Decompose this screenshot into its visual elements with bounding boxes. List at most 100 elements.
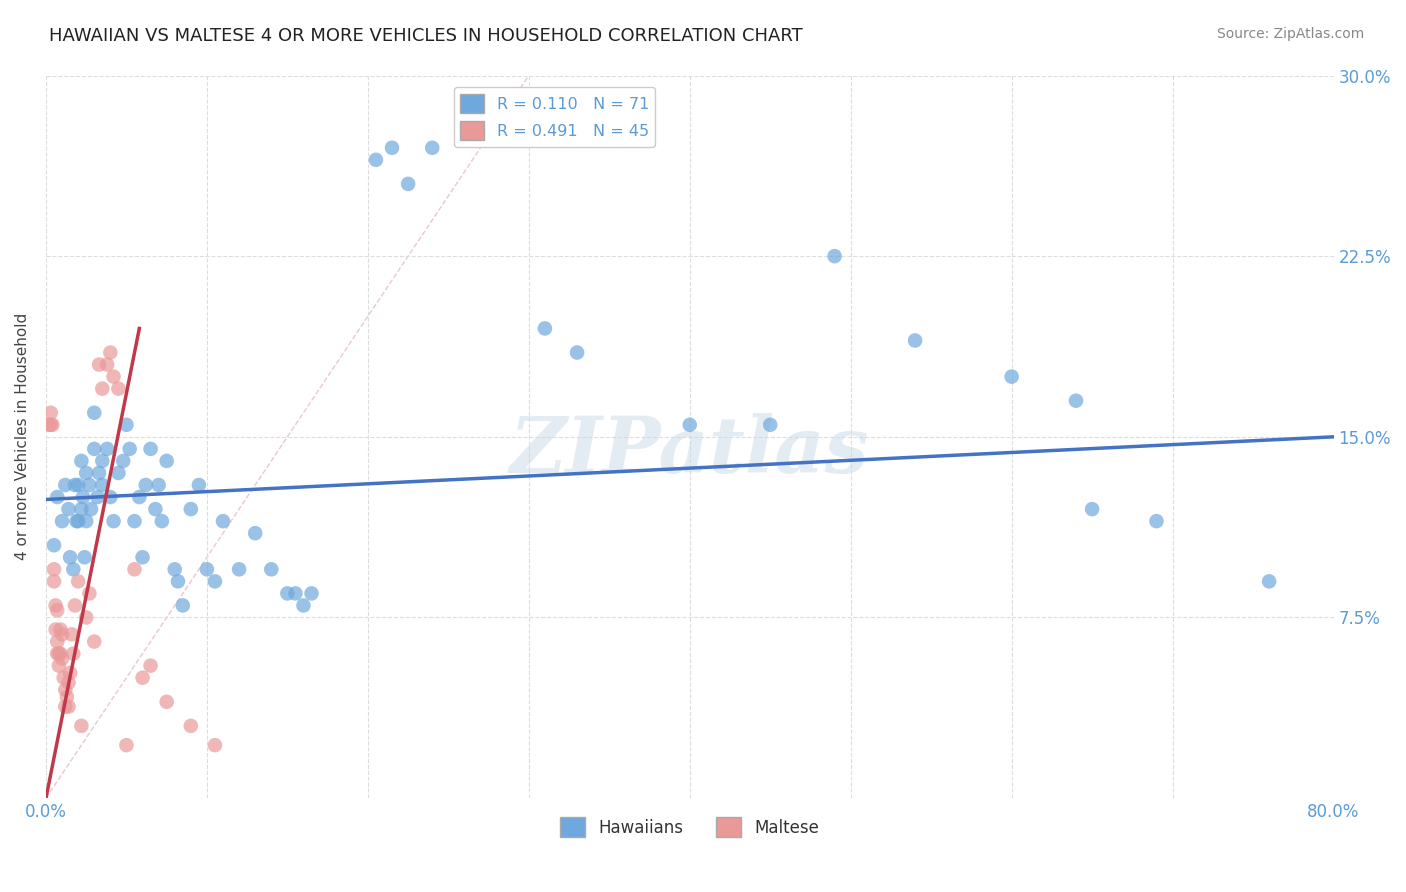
Point <box>91 454 114 468</box>
Point <box>48 647 70 661</box>
Point <box>87 358 110 372</box>
Point <box>98 345 121 359</box>
Point <box>195 562 218 576</box>
Point <box>245 526 267 541</box>
Point <box>180 502 202 516</box>
Point <box>80 502 103 516</box>
Point <box>260 562 283 576</box>
Point <box>65 514 87 528</box>
Text: ZIPatlas: ZIPatlas <box>510 413 869 490</box>
Point <box>1001 369 1024 384</box>
Point <box>148 478 170 492</box>
Point <box>131 671 153 685</box>
Point <box>96 358 118 372</box>
Point <box>172 599 194 613</box>
Point <box>115 738 138 752</box>
Point <box>103 369 125 384</box>
Point <box>86 490 108 504</box>
Point <box>167 574 190 589</box>
Point <box>420 141 443 155</box>
Point <box>79 586 101 600</box>
Point <box>156 454 179 468</box>
Point <box>46 634 69 648</box>
Point <box>276 586 298 600</box>
Point <box>73 550 96 565</box>
Point <box>1081 502 1104 516</box>
Point <box>58 502 80 516</box>
Point <box>115 417 138 432</box>
Point <box>39 406 62 420</box>
Point <box>1146 514 1168 528</box>
Point <box>824 249 846 263</box>
Point <box>107 382 129 396</box>
Point <box>53 478 76 492</box>
Point <box>60 627 83 641</box>
Point <box>83 406 105 420</box>
Point <box>75 610 97 624</box>
Point <box>53 682 76 697</box>
Point <box>301 586 323 600</box>
Point <box>103 514 125 528</box>
Point <box>67 478 90 492</box>
Point <box>62 562 84 576</box>
Point <box>124 514 146 528</box>
Point <box>87 466 110 480</box>
Point <box>139 658 162 673</box>
Point <box>139 442 162 456</box>
Point <box>72 490 94 504</box>
Point <box>58 699 80 714</box>
Point <box>565 345 588 359</box>
Point <box>49 623 72 637</box>
Point <box>70 502 93 516</box>
Point <box>163 562 186 576</box>
Point <box>75 514 97 528</box>
Point <box>228 562 250 576</box>
Point <box>83 442 105 456</box>
Point <box>156 695 179 709</box>
Point <box>364 153 387 167</box>
Point <box>98 490 121 504</box>
Point <box>96 442 118 456</box>
Point <box>396 177 419 191</box>
Point <box>381 141 404 155</box>
Point <box>75 466 97 480</box>
Point <box>145 502 167 516</box>
Point <box>59 550 82 565</box>
Point <box>1064 393 1087 408</box>
Point <box>679 417 702 432</box>
Point <box>131 550 153 565</box>
Point <box>56 690 79 704</box>
Point <box>48 658 70 673</box>
Point <box>46 490 69 504</box>
Point <box>67 514 90 528</box>
Point <box>38 417 60 432</box>
Point <box>292 599 315 613</box>
Point <box>150 514 173 528</box>
Point <box>62 647 84 661</box>
Point <box>70 719 93 733</box>
Point <box>91 382 114 396</box>
Point <box>204 738 226 752</box>
Text: Source: ZipAtlas.com: Source: ZipAtlas.com <box>1216 27 1364 41</box>
Legend: Hawaiians, Maltese: Hawaiians, Maltese <box>553 810 827 844</box>
Point <box>42 538 65 552</box>
Point <box>79 478 101 492</box>
Point <box>118 442 141 456</box>
Point <box>49 647 72 661</box>
Point <box>204 574 226 589</box>
Point <box>63 599 86 613</box>
Point <box>180 719 202 733</box>
Point <box>135 478 157 492</box>
Point <box>42 574 65 589</box>
Point <box>42 562 65 576</box>
Point <box>67 574 90 589</box>
Point <box>51 651 73 665</box>
Point <box>46 603 69 617</box>
Point <box>91 478 114 492</box>
Point <box>53 699 76 714</box>
Point <box>58 675 80 690</box>
Point <box>51 627 73 641</box>
Point <box>52 671 75 685</box>
Point <box>51 514 73 528</box>
Point <box>46 647 69 661</box>
